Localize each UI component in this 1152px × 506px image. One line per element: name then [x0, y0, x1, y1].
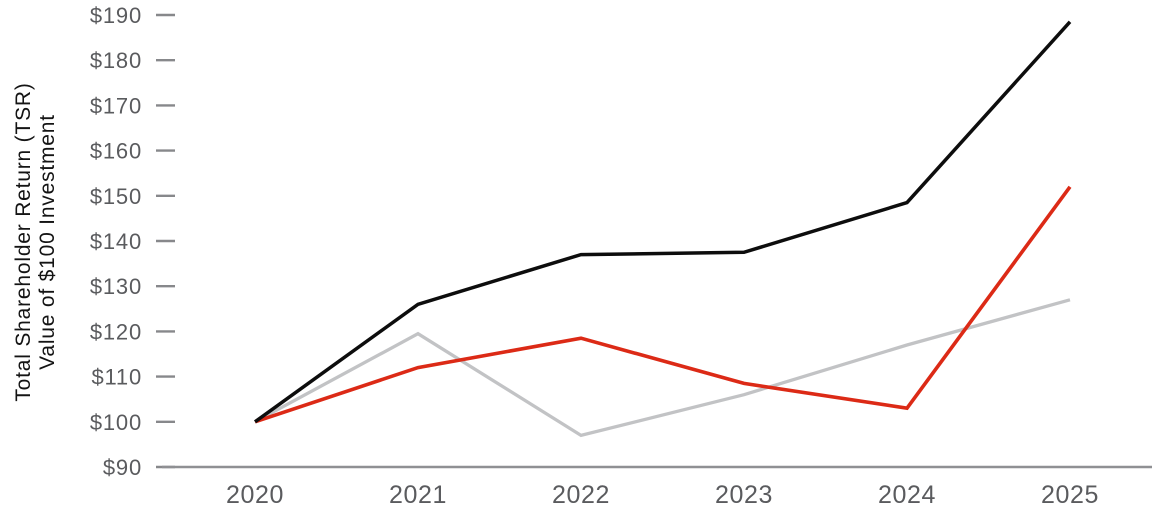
x-tick-label: 2025 — [1041, 481, 1099, 506]
x-tick-label: 2021 — [389, 481, 447, 506]
y-axis: $90 $100 $110 $120 $130 $140 $150 $160 $170 $180 $… — [90, 3, 175, 480]
series-polyline-black-line — [253, 20, 1072, 424]
y-tick-label: $110 — [91, 365, 142, 390]
y-axis-title-line-2: Value of $100 Investment — [36, 114, 59, 370]
y-tick-label: $150 — [90, 184, 142, 209]
x-tick-label: 2023 — [715, 481, 773, 506]
y-tick-label: $180 — [90, 48, 142, 73]
y-tick-label: $190 — [90, 3, 142, 28]
x-tick-label: 2022 — [552, 481, 610, 506]
y-tick-label: $100 — [90, 410, 142, 435]
y-axis-title-line-1: Total Shareholder Return (TSR) — [12, 82, 35, 401]
series-polyline-red-line — [254, 185, 1072, 424]
x-tick-label: 2024 — [878, 481, 936, 506]
plot-series — [253, 20, 1072, 438]
x-axis: 2020 2021 2022 2023 2024 2025 — [226, 481, 1099, 506]
y-tick-label: $120 — [90, 319, 142, 344]
y-tick-label: $170 — [90, 93, 142, 118]
y-tick-label: $90 — [103, 455, 142, 480]
y-tick-label: $140 — [90, 229, 142, 254]
y-tick-label: $160 — [90, 139, 142, 164]
x-tick-label: 2020 — [226, 481, 284, 506]
series-polyline-gray-line — [254, 298, 1071, 438]
y-tick-label: $130 — [90, 274, 142, 299]
